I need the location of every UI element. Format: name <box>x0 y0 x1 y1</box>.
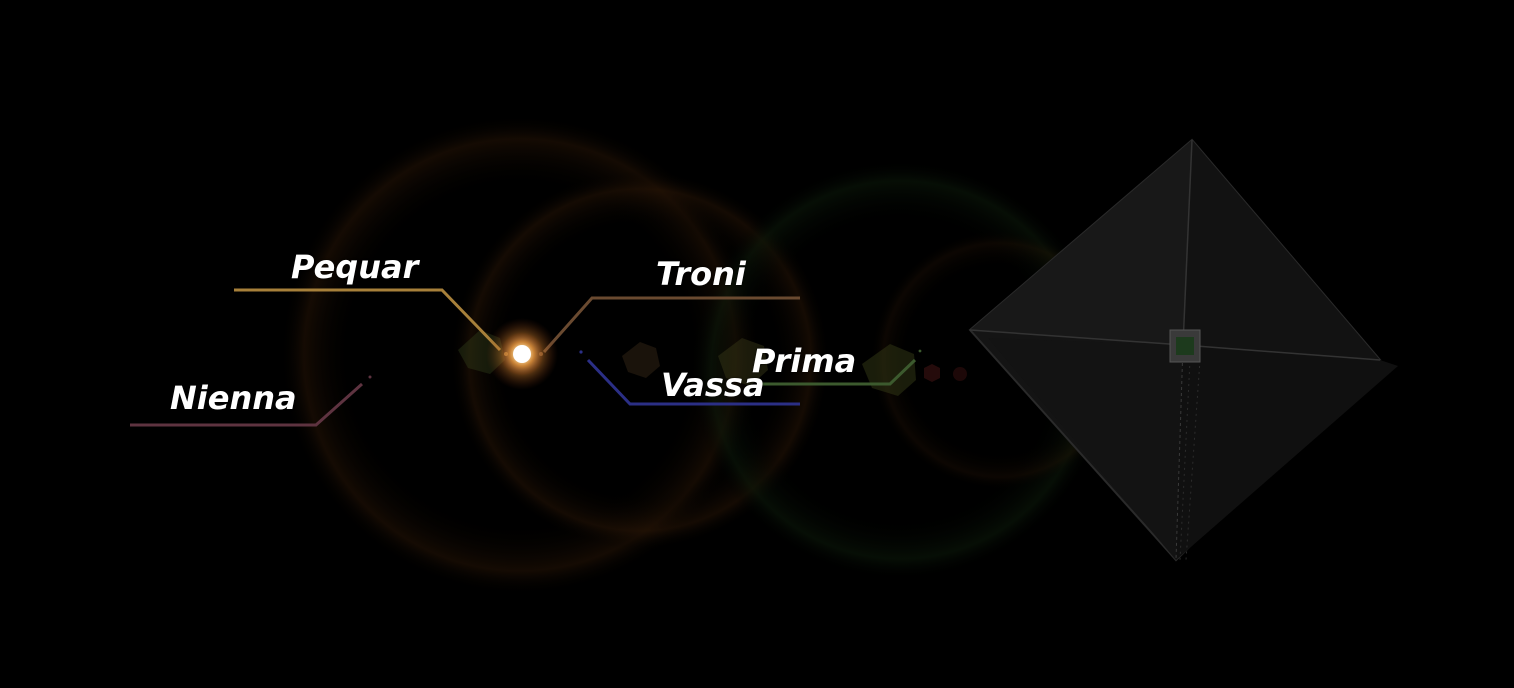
planet-vassa <box>579 350 583 354</box>
flare-hexagon <box>718 338 768 386</box>
planet-label-nienna[interactable]: Nienna <box>170 379 297 417</box>
planet-leaders <box>130 288 917 427</box>
planet-label-pequar[interactable]: Pequar <box>291 248 419 286</box>
planet-prima <box>918 349 922 353</box>
leader-line-vassa <box>586 358 800 406</box>
planet-label-prima[interactable]: Prima <box>752 342 857 380</box>
flare-hexagon <box>924 364 940 382</box>
leader-line-troni <box>542 296 800 353</box>
solar-sail-ship[interactable] <box>968 138 1398 562</box>
planet-label-vassa[interactable]: Vassa <box>661 366 765 404</box>
leader-line-pequar <box>234 288 502 352</box>
planet-label-troni[interactable]: Troni <box>656 255 746 293</box>
flare-hexagon <box>622 342 660 378</box>
planet-nienna <box>368 375 372 379</box>
leader-line-nienna <box>130 382 363 427</box>
leader-line-prima <box>760 358 917 386</box>
ship-core <box>1176 337 1194 355</box>
sun[interactable] <box>486 318 558 390</box>
